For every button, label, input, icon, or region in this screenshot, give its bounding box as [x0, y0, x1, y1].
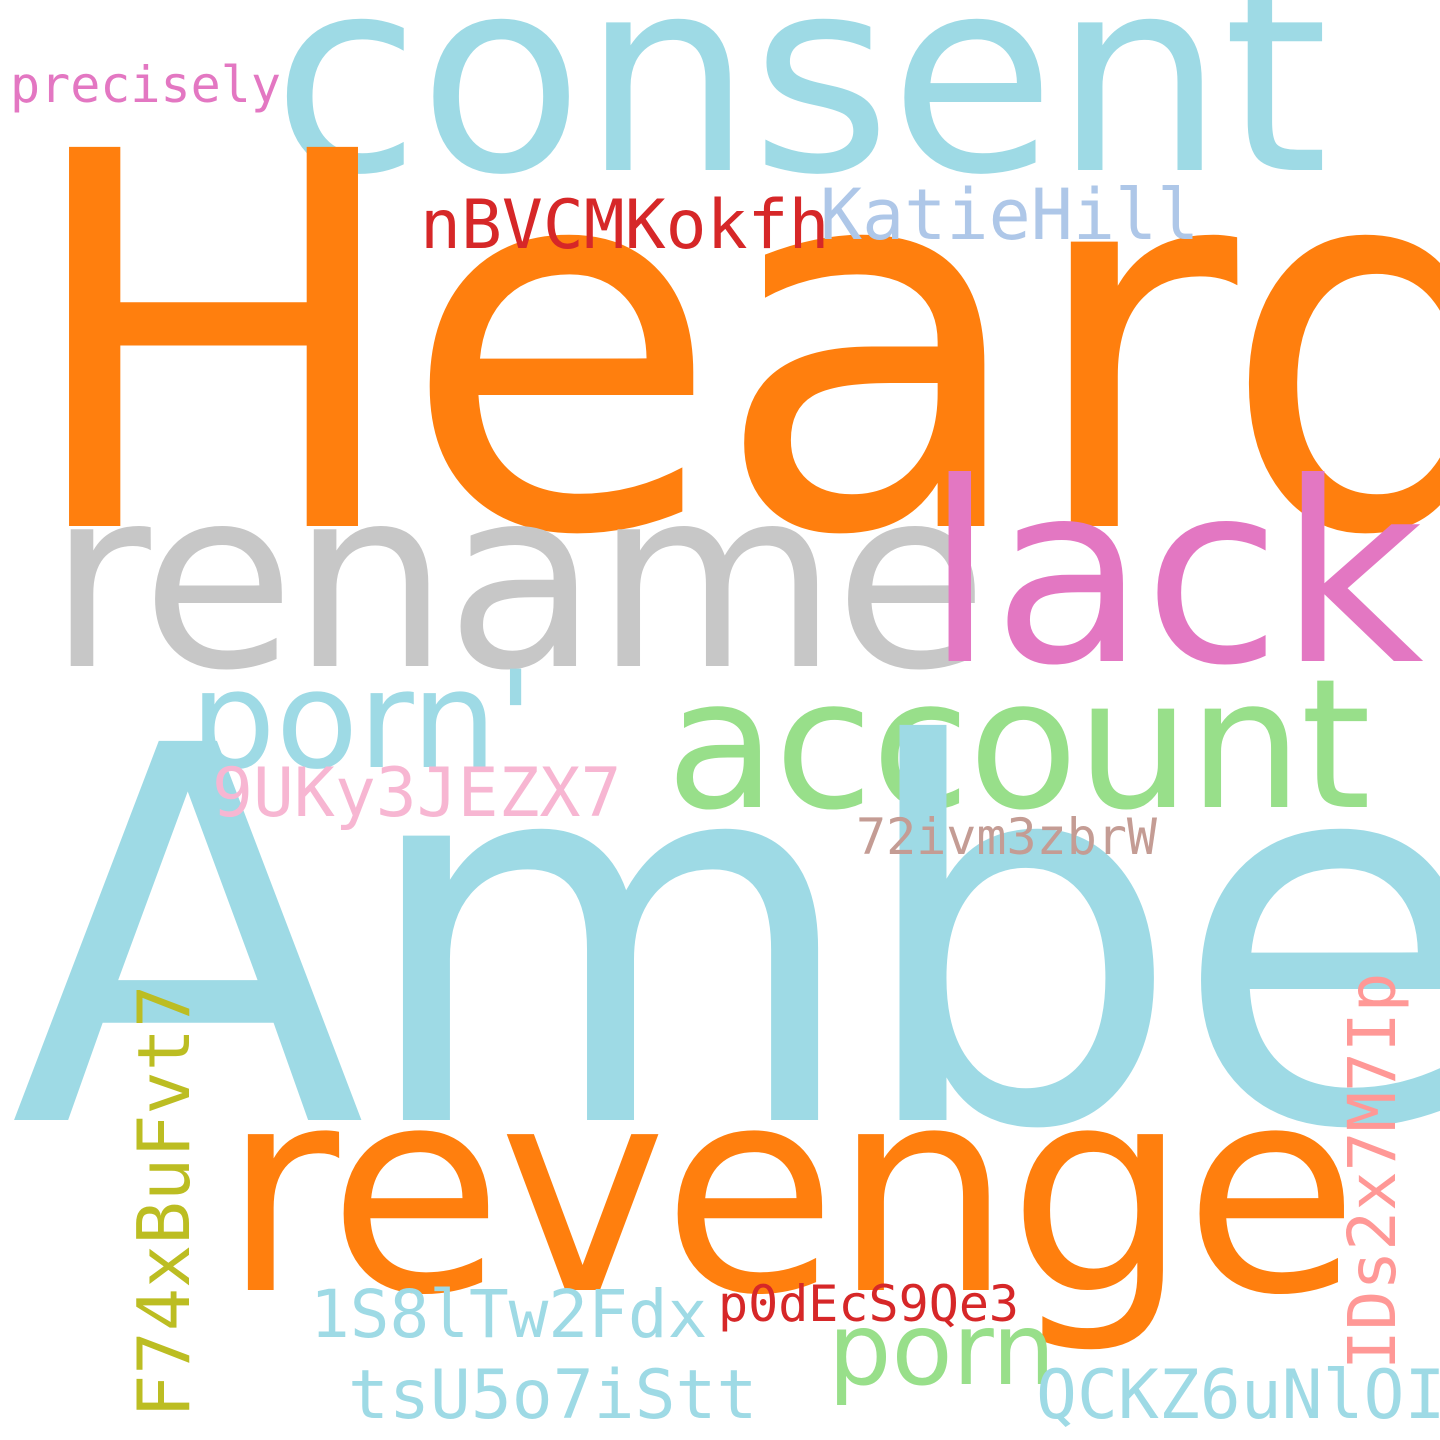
- word-1s8ltw2fdx: 1S8lTw2Fdx: [310, 1276, 708, 1353]
- word-tsu5o7istt: tsU5o7iStt: [348, 1356, 758, 1435]
- word-9uky3jezx7: 9UKy3JEZX7: [212, 754, 622, 833]
- word-72ivm3zbrw: 72ivm3zbrW: [856, 808, 1158, 866]
- word-porn: porn: [828, 1291, 1056, 1408]
- word-precisely: precisely: [10, 56, 281, 114]
- word-nbvcmkokfh: nBVCMKokfh: [420, 186, 830, 265]
- word-katiehill: KatieHill: [820, 174, 1200, 256]
- word-account: account: [666, 641, 1371, 850]
- word-revenge: revenge: [222, 1026, 1359, 1358]
- word-porn-quote: porn': [190, 642, 535, 799]
- word-lack: lack: [925, 429, 1424, 720]
- word-ids2x7m7ip: IDs2x7M7Ip: [1334, 972, 1411, 1370]
- word-heard: Heard: [18, 43, 1440, 649]
- word-consent: consent: [272, 0, 1329, 234]
- word-amber: Amber: [10, 637, 1440, 1243]
- word-f74xbufvt7: F74xBuFvt7: [122, 984, 206, 1418]
- word-qckz6unloi: QCKZ6uNlOI: [1036, 1356, 1440, 1435]
- word-p0decs9qe3: p0dEcS9Qe3: [718, 1275, 1020, 1333]
- word-rename: rename: [48, 434, 988, 725]
